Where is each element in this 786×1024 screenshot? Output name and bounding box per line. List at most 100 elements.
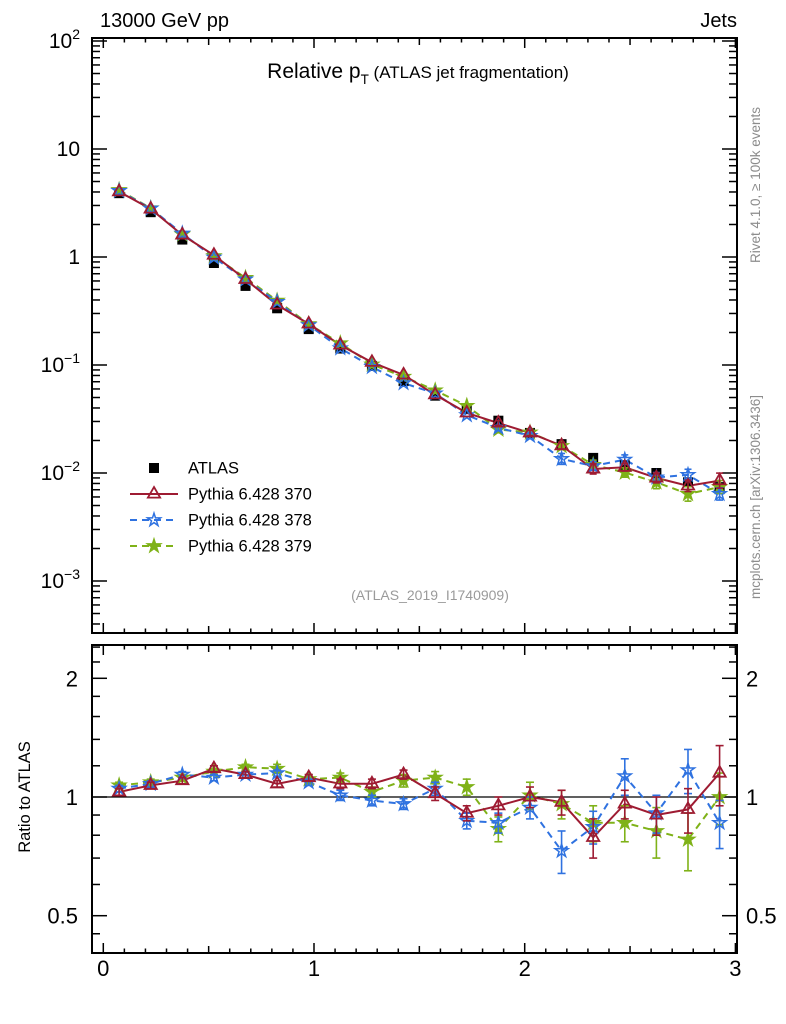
ratio-y-tick-label-right: 0.5 xyxy=(746,904,777,929)
marker-pythia-378 xyxy=(110,181,128,199)
marker-pythia-370 xyxy=(648,469,665,483)
atlas-marker xyxy=(398,376,409,387)
legend-marker-2 xyxy=(145,510,163,528)
marker-pythia-378 xyxy=(710,484,729,502)
ratio-marker-pythia-370 xyxy=(364,775,380,789)
plot-title-subscript: T xyxy=(361,72,369,87)
atlas-marker xyxy=(177,234,188,245)
marker-pythia-378 xyxy=(141,199,160,216)
marker-pythia-378 xyxy=(236,270,255,287)
beam-energy-label: 13000 GeV pp xyxy=(100,10,229,32)
legend-marker-0 xyxy=(149,463,159,473)
plot-title-paren: (ATLAS jet fragmentation) xyxy=(369,63,569,82)
series-line-pythia-379 xyxy=(118,189,720,495)
marker-pythia-370 xyxy=(143,200,159,214)
x-tick-label: 0 xyxy=(97,956,109,981)
marker-pythia-370 xyxy=(206,246,222,260)
legend-marker-1 xyxy=(146,485,162,499)
ratio-marker-pythia-370 xyxy=(427,784,443,799)
legend: ATLAS Pythia 6.428 370 Pythia 6.428 378 Pyt… xyxy=(130,460,312,556)
ratio-marker-pythia-378 xyxy=(679,760,697,778)
ratio-marker-pythia-370 xyxy=(301,768,317,783)
x-tick-label: 2 xyxy=(519,956,531,981)
analysis-id-watermark: (ATLAS_2019_I1740909) xyxy=(351,587,509,603)
marker-pythia-370 xyxy=(111,182,127,197)
marker-pythia-370 xyxy=(364,353,380,367)
ratio-marker-pythia-370 xyxy=(459,804,475,818)
marker-pythia-378 xyxy=(426,384,444,401)
ratio-marker-pythia-378 xyxy=(552,841,571,859)
marker-pythia-370 xyxy=(585,460,601,474)
ratio-marker-pythia-370 xyxy=(206,759,222,774)
main-y-tick-label: 10−1 xyxy=(41,350,81,377)
marker-pythia-370 xyxy=(553,436,570,451)
marker-pythia-370 xyxy=(522,424,538,438)
ratio-axis-title: Ratio to ATLAS xyxy=(16,741,34,853)
ratio-marker-pythia-370 xyxy=(237,765,254,780)
process-label: Jets xyxy=(700,10,737,32)
ratio-marker-pythia-370 xyxy=(680,800,696,814)
ratio-marker-pythia-379 xyxy=(679,830,697,847)
ratio-marker-pythia-378 xyxy=(521,798,539,816)
ratio-marker-pythia-370 xyxy=(269,775,285,789)
main-panel-axes: 102 10 1 10−1 10−2 10−3 xyxy=(41,26,738,634)
marker-pythia-378 xyxy=(394,373,413,391)
ratio-y-tick-label-right: 1 xyxy=(746,785,758,810)
legend-label: Pythia 6.428 370 xyxy=(188,486,312,504)
marker-pythia-379 xyxy=(268,291,286,309)
rivet-version-label: Rivet 4.1.0, ≥ 100k events xyxy=(748,107,763,263)
atlas-marker xyxy=(208,257,219,268)
ratio-frame xyxy=(91,644,738,954)
ratio-marker-pythia-378 xyxy=(615,766,634,784)
x-tick-label: 1 xyxy=(308,956,320,981)
ratio-marker-pythia-370 xyxy=(711,764,728,778)
main-frame xyxy=(91,37,738,634)
ratio-y-tick-label: 0.5 xyxy=(47,904,78,929)
marker-pythia-370 xyxy=(459,404,475,418)
marker-pythia-379 xyxy=(236,268,255,286)
marker-pythia-370 xyxy=(269,296,285,310)
marker-pythia-370 xyxy=(174,226,190,240)
legend-marker-3 xyxy=(145,536,163,554)
ratio-marker-pythia-370 xyxy=(332,775,348,789)
marker-pythia-379 xyxy=(426,381,444,398)
marker-pythia-370 xyxy=(427,385,443,400)
ratio-marker-pythia-378 xyxy=(489,813,508,831)
legend-label: Pythia 6.428 379 xyxy=(188,538,312,556)
main-y-tick-label: 102 xyxy=(49,26,80,53)
marker-pythia-378 xyxy=(173,224,192,241)
ratio-marker-pythia-370 xyxy=(490,796,507,811)
marker-pythia-370 xyxy=(332,336,348,350)
ratio-marker-pythia-378 xyxy=(394,794,413,812)
series-line-pythia-378 xyxy=(118,189,721,495)
main-panel-series xyxy=(110,180,729,502)
marker-pythia-379 xyxy=(679,484,697,502)
ratio-panel-series xyxy=(110,744,729,875)
ratio-marker-pythia-370 xyxy=(143,776,159,790)
ratio-marker-pythia-370 xyxy=(553,793,570,807)
marker-pythia-378 xyxy=(552,449,571,467)
main-y-tick-label: 1 xyxy=(68,246,80,269)
main-y-tick-label: 10−3 xyxy=(41,566,81,593)
plot-title-main: Relative p xyxy=(267,60,360,83)
atlas-marker xyxy=(303,324,314,335)
ratio-marker-pythia-370 xyxy=(395,765,412,780)
ratio-marker-pythia-370 xyxy=(111,783,127,797)
ratio-line-pythia-370 xyxy=(118,767,721,839)
ratio-marker-pythia-370 xyxy=(585,828,601,842)
ratio-marker-pythia-370 xyxy=(522,788,538,802)
plot-title: Relative pT (ATLAS jet fragmentation) xyxy=(267,60,569,87)
ratio-marker-pythia-370 xyxy=(648,806,665,820)
legend-label: Pythia 6.428 378 xyxy=(188,512,312,530)
marker-pythia-370 xyxy=(680,477,696,491)
ratio-marker-pythia-378 xyxy=(331,786,350,803)
ratio-marker-pythia-378 xyxy=(205,768,223,786)
main-y-tick-label: 10−2 xyxy=(41,458,81,485)
marker-pythia-370 xyxy=(711,471,728,486)
ratio-y-tick-label: 2 xyxy=(66,666,78,691)
ratio-y-tick-label-right: 2 xyxy=(746,666,758,691)
ratio-marker-pythia-370 xyxy=(174,771,190,786)
atlas-marker xyxy=(240,280,251,291)
